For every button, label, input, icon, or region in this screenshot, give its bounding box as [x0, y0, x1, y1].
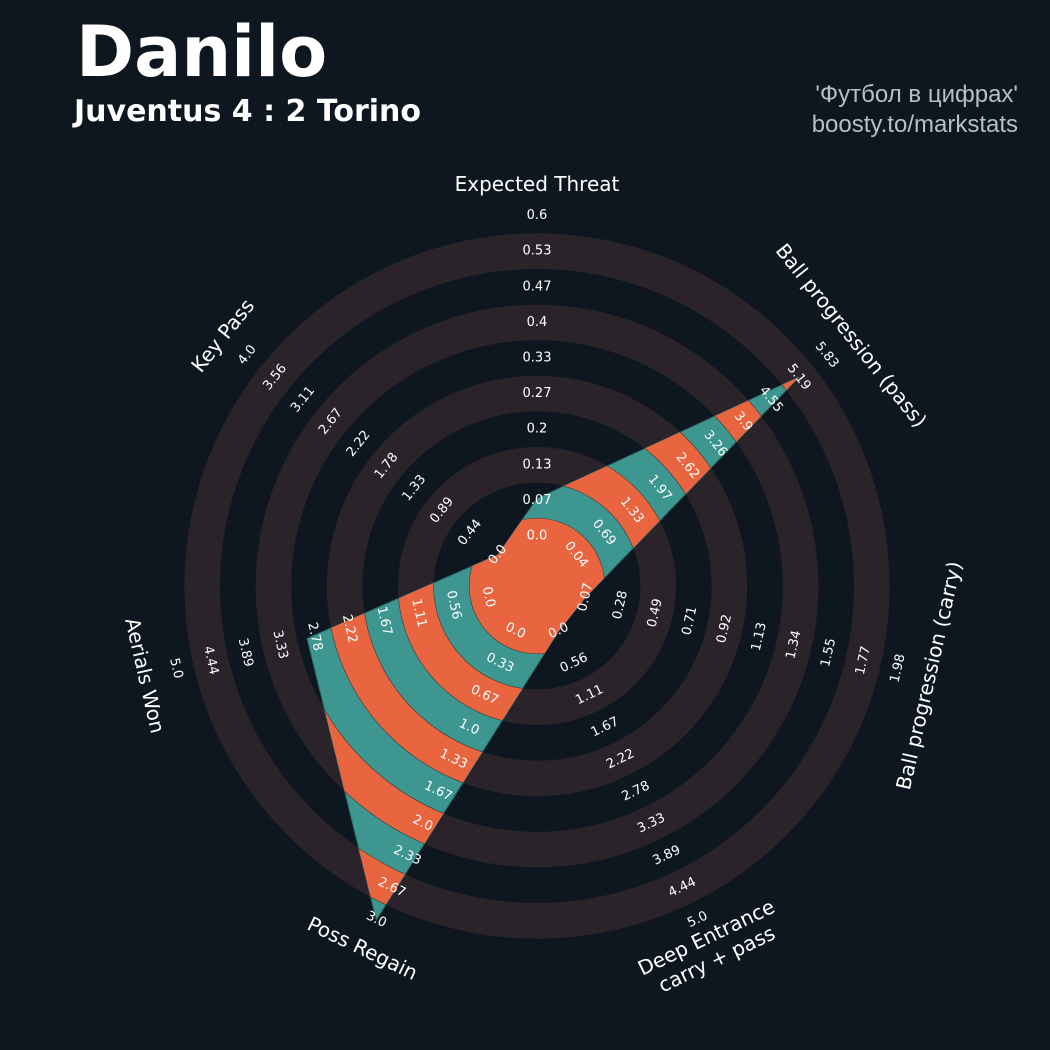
tick-label: 0.47: [523, 279, 552, 294]
tick-label: 0.4: [527, 315, 548, 330]
tick-label: 0.07: [575, 581, 596, 613]
tick-label: 2.78: [620, 778, 653, 804]
tick-label: 1.33: [400, 472, 430, 504]
tick-label: 1.67: [589, 714, 622, 740]
tick-label: 3.89: [651, 843, 684, 869]
tick-label: 1.13: [749, 621, 770, 653]
tick-label: 0.33: [523, 351, 552, 366]
parameter-label: Ball progression (pass): [771, 239, 932, 432]
tick-label: 0.56: [558, 650, 591, 676]
match-subtitle: Juventus 4 : 2 Torino: [74, 94, 421, 129]
tick-label: 3.0: [364, 908, 389, 930]
parameter-label: Poss Regain: [304, 912, 422, 985]
tick-label: 3.89: [235, 637, 256, 669]
parameter-label: Expected Threat: [455, 172, 620, 196]
credit-line-1: 'Футбол в цифрах': [815, 81, 1018, 108]
tick-label: 0.07: [523, 493, 552, 508]
axis-ticks-1: 0.0 0.07 0.13 0.2 0.27 0.33 0.4 0.47 0.53 0.6: [523, 208, 552, 543]
tick-label: 2.22: [339, 613, 360, 645]
tick-label: 0.27: [523, 386, 552, 401]
tick-label: 1.34: [783, 629, 804, 661]
tick-label: 3.33: [269, 629, 290, 661]
credit-block: 'Футбол в цифрах' boosty.to/markstats: [598, 80, 1018, 140]
tick-label: 0.2: [527, 422, 548, 437]
tick-label: 0.13: [523, 457, 552, 472]
tick-label: 0.6: [527, 208, 548, 223]
tick-label: 0.71: [679, 605, 700, 637]
tick-label: 0.28: [610, 589, 631, 621]
tick-label: 1.67: [374, 605, 395, 637]
tick-label: 0.0: [479, 585, 498, 609]
tick-label: 0.56: [443, 589, 464, 621]
parameter-label: Aerials Won: [120, 616, 170, 736]
tick-label: 4.0: [235, 342, 260, 368]
tick-label: 0.92: [714, 613, 735, 645]
tick-label: 5.0: [166, 657, 185, 681]
tick-label: 2.78: [304, 621, 325, 653]
tick-label: 1.11: [408, 597, 429, 629]
credit-line-2: boosty.to/markstats: [811, 111, 1018, 138]
tick-label: 0.53: [523, 244, 552, 259]
tick-label: 0.44: [455, 517, 485, 549]
tick-label: 4.44: [200, 645, 221, 677]
tick-label: 5.83: [812, 339, 842, 371]
tick-label: 1.55: [818, 637, 839, 669]
axis-ticks-6: 0.0 0.56 1.11 1.67 2.22 2.78 3.33 3.89 4.44 5.0: [166, 585, 498, 680]
tick-label: 2.22: [344, 428, 374, 460]
player-name-title: Danilo: [76, 11, 328, 93]
tick-label: 3.11: [288, 384, 318, 416]
axis-ticks-3: 0.07 0.28 0.49 0.71 0.92 1.13 1.34 1.55 1.77 1.98: [575, 581, 908, 684]
tick-label: 1.77: [853, 645, 874, 677]
tick-label: 0.0: [527, 529, 548, 544]
tick-label: 0.49: [645, 597, 666, 629]
tick-label: 1.98: [888, 653, 909, 685]
